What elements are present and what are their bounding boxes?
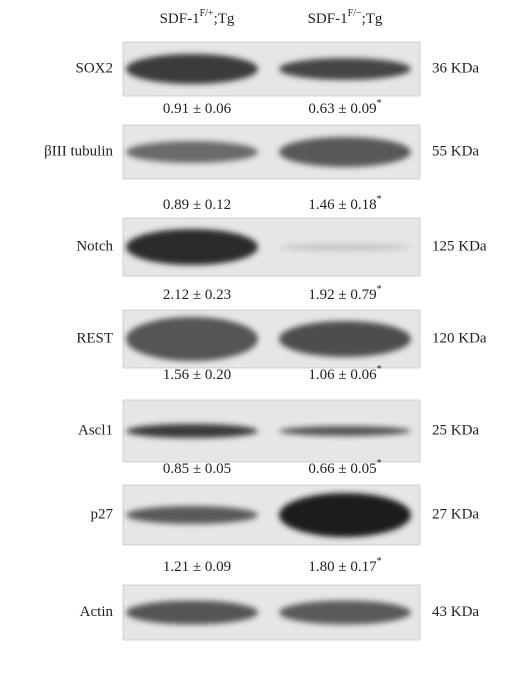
- quant-value: 0.85 ± 0.05: [163, 461, 231, 477]
- significance-mark: *: [377, 556, 382, 567]
- header-sup: F/−: [348, 8, 362, 19]
- band: [279, 243, 411, 251]
- significance-mark: *: [377, 98, 382, 109]
- quantification: 1.06 ± 0.06*: [308, 364, 381, 383]
- column-header: SDF-1F/−;Tg: [308, 8, 383, 27]
- quantification: 1.21 ± 0.09: [163, 559, 231, 575]
- protein-label: p27: [91, 506, 114, 522]
- quant-value: 1.80 ± 0.17: [308, 559, 377, 575]
- band: [126, 54, 258, 84]
- quantification: 2.12 ± 0.23: [163, 287, 231, 303]
- band: [279, 601, 411, 625]
- quant-value: 1.06 ± 0.06: [308, 367, 377, 383]
- header-base: SDF-1: [160, 11, 200, 27]
- band: [126, 141, 258, 163]
- header-suffix: ;Tg: [362, 11, 383, 27]
- quant-value: 1.92 ± 0.79: [308, 287, 376, 303]
- quant-value: 0.91 ± 0.06: [163, 101, 232, 117]
- band: [126, 601, 258, 625]
- size-label: 43 KDa: [432, 604, 479, 620]
- size-label: 36 KDa: [432, 60, 479, 76]
- protein-label: Ascl1: [78, 422, 113, 438]
- size-label: 120 KDa: [432, 330, 487, 346]
- quantification: 0.91 ± 0.06: [163, 101, 232, 117]
- significance-mark: *: [377, 284, 382, 295]
- protein-label: SOX2: [75, 60, 113, 76]
- blot-figure: SDF-1F/+;TgSDF-1F/−;TgSOX236 KDa0.91 ± 0…: [0, 0, 510, 675]
- band: [279, 426, 411, 436]
- quantification: 1.56 ± 0.20: [163, 367, 231, 383]
- quant-value: 0.89 ± 0.12: [163, 197, 231, 213]
- quant-value: 0.63 ± 0.09: [308, 101, 376, 117]
- band: [126, 229, 258, 265]
- quant-value: 2.12 ± 0.23: [163, 287, 231, 303]
- band: [279, 321, 411, 357]
- quantification: 0.66 ± 0.05*: [308, 458, 381, 477]
- quantification: 0.85 ± 0.05: [163, 461, 231, 477]
- band: [279, 493, 411, 537]
- band: [126, 317, 258, 361]
- quant-value: 0.66 ± 0.05: [308, 461, 376, 477]
- quantification: 1.46 ± 0.18*: [308, 194, 381, 213]
- protein-label: βIII tubulin: [44, 143, 113, 159]
- size-label: 27 KDa: [432, 506, 479, 522]
- size-label: 25 KDa: [432, 422, 479, 438]
- band: [126, 424, 258, 438]
- quantification: 1.92 ± 0.79*: [308, 284, 381, 303]
- protein-label: REST: [76, 330, 113, 346]
- band: [279, 137, 411, 167]
- header-sup: F/+: [200, 8, 214, 19]
- header-base: SDF-1: [308, 11, 348, 27]
- protein-label: Notch: [76, 238, 113, 254]
- band: [279, 58, 411, 80]
- significance-mark: *: [377, 364, 382, 375]
- quant-value: 1.46 ± 0.18: [308, 197, 376, 213]
- column-header: SDF-1F/+;Tg: [160, 8, 235, 27]
- band: [126, 506, 258, 524]
- size-label: 55 KDa: [432, 143, 479, 159]
- protein-label: Actin: [80, 604, 114, 620]
- header-suffix: ;Tg: [214, 11, 235, 27]
- quantification: 1.80 ± 0.17*: [308, 556, 381, 575]
- quantification: 0.89 ± 0.12: [163, 197, 231, 213]
- significance-mark: *: [377, 458, 382, 469]
- significance-mark: *: [377, 194, 382, 205]
- quantification: 0.63 ± 0.09*: [308, 98, 381, 117]
- quant-value: 1.21 ± 0.09: [163, 559, 231, 575]
- size-label: 125 KDa: [432, 238, 487, 254]
- quant-value: 1.56 ± 0.20: [163, 367, 231, 383]
